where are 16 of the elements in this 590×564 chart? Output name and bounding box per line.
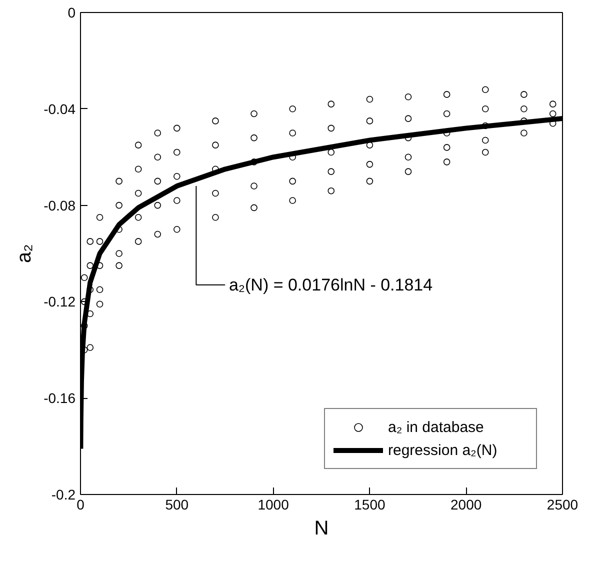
annotation: a₂(N) = 0.0176lnN - 0.1814	[228, 275, 433, 294]
y-axis-title: a₂	[14, 244, 36, 263]
y-tick-label: -0.12	[44, 294, 76, 310]
y-tick-label: -0.2	[51, 486, 76, 502]
x-tick-label: 500	[165, 496, 189, 512]
x-tick-label: 1000	[258, 496, 290, 512]
x-tick-label: 2500	[546, 496, 578, 512]
y-tick-label: -0.04	[44, 100, 76, 117]
x-tick-label: 1500	[354, 496, 386, 512]
y-tick-label: 0	[68, 4, 76, 20]
x-tick-label: 2000	[450, 496, 482, 512]
y-tick-label: -0.16	[44, 390, 76, 406]
x-axis-title: N	[314, 518, 329, 540]
legend-label: regression a₂(N)	[388, 442, 498, 458]
y-tick-label: -0.08	[44, 197, 76, 214]
legend-label: a₂ in database	[388, 418, 485, 436]
